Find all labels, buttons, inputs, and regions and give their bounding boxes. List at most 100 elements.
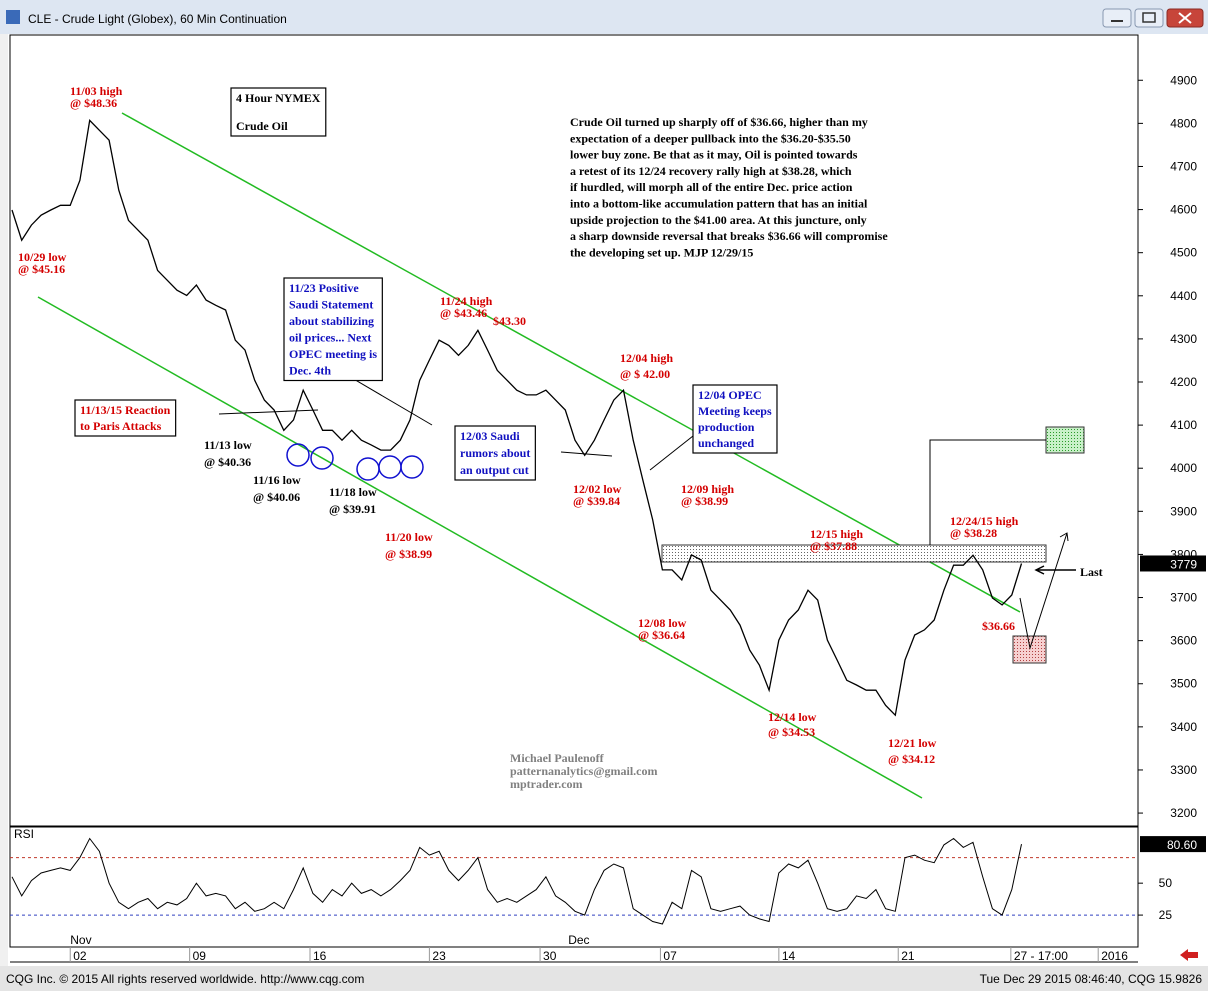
low-circle [400,455,424,479]
annotation: 11/20 low @ $38.99 [385,530,433,561]
rsi-last-box [1140,836,1206,853]
annotation-text: @ $39.91 [329,502,376,516]
annotation-text: @ $45.16 [18,262,65,276]
annotation-text: Crude Oil turned up sharply off of $36.6… [570,115,868,129]
annotation-text: oil prices... Next [289,331,371,345]
annotation: 12/24/15 high@ $38.28 [950,514,1019,540]
annotation-text: 12/15 high [810,527,863,541]
low-circle [310,446,334,470]
annotation-text: Saudi Statement [289,298,373,312]
annotation: 12/21 low @ $34.12 [888,736,937,766]
x-tick-label: 14 [782,949,796,963]
rsi-panel [9,826,1139,948]
y-tick-label: 3900 [1170,504,1197,518]
annotation: $36.66 [982,619,1015,633]
footer-right: Tue Dec 29 2015 08:46:40, CQG 15.9826 [980,972,1203,986]
app-icon [6,10,20,24]
annotation-text: @ $38.99 [385,547,432,561]
annotation: 11/24 high@ $43.46 [440,294,493,320]
maximize-button[interactable] [1134,8,1164,28]
annotation-text: @ $36.64 [638,628,685,642]
annotation-text: into a bottom-like accumulation pattern … [570,197,868,211]
rsi-last-label: 80.60 [1167,838,1197,852]
annotation: 11/18 low @ $39.91 [329,485,377,516]
x-tick-label: 2016 [1101,949,1128,963]
annotation-text: OPEC meeting is [289,347,377,361]
annotation-text: expectation of a deeper pullback into th… [570,131,851,145]
y-tick-label: 4600 [1170,203,1197,217]
annotation-text: 12/03 Saudi [460,429,520,443]
annotation-text: if hurdled, will morph all of the entire… [570,180,853,194]
last-arrow [1034,565,1076,575]
y-tick-label: 4700 [1170,159,1197,173]
x-tick-label: 09 [193,949,207,963]
y-tick-label: 3600 [1170,634,1197,648]
footer-left: CQG Inc. © 2015 All rights reserved worl… [6,972,364,986]
annotation-text: @ $37.88 [810,539,857,553]
annotation-text: @ $34.53 [768,725,815,739]
annotation-text: upside projection to the $41.00 area. At… [570,213,867,227]
y-tick-label: 4100 [1170,418,1197,432]
minimize-button[interactable] [1102,8,1132,28]
annotation: 10/29 low@ $45.16 [18,250,67,276]
last-price-box [1140,555,1206,572]
price-panel [9,34,1139,827]
y-tick-label: 4500 [1170,246,1197,260]
projection-arrow [1019,532,1069,650]
annotation: 12/04 high @ $ 42.00 [620,351,673,381]
annotation: $43.30 [493,314,526,328]
y-tick-label: 4900 [1170,73,1197,87]
scroll-arrow[interactable] [1180,949,1198,961]
price-line [11,837,1022,925]
projection-line [929,439,1046,545]
annotation: 12/09 high@ $38.99 [681,482,734,508]
month-label: Nov [70,933,91,947]
x-tick-label: 23 [432,949,446,963]
y-tick-label: 3700 [1170,591,1197,605]
annotation-box [230,87,327,137]
annotation-text: 12/08 low [638,616,687,630]
annotation-text: mptrader.com [510,777,583,791]
annotation-text: 12/02 low [573,482,622,496]
annotation-text: @ $43.46 [440,306,487,320]
annotation-text: 11/23 Positive [289,281,359,295]
annotation-text: 11/13 low [204,438,252,452]
annotation-text: 11/13/15 Reaction [80,403,171,417]
close-icon [1178,12,1192,24]
connector [218,409,319,415]
connector [351,377,433,426]
annotation-text: 4 Hour NYMEX [236,91,321,105]
x-tick-label: 16 [313,949,327,963]
annotation-text: Michael Paulenoff [510,751,605,765]
target-zone [1045,426,1085,454]
annotation-text: Meeting keeps [698,404,772,418]
annotation-text: 12/04 high [620,351,673,365]
annotation-box [283,277,383,382]
annotation-text: lower buy zone. Be that as it may, Oil i… [570,148,858,162]
annotation-text: to Paris Attacks [80,419,162,433]
annotation-text: patternanalytics@gmail.com [510,764,657,778]
x-tick-label: 27 - 17:00 [1014,949,1068,963]
y-tick-label: 4000 [1170,461,1197,475]
annotation-text: unchanged [698,436,754,450]
annotation-box [74,399,177,437]
annotation: 11/23 Positive Saudi Statement about stabi… [283,277,383,382]
annotation-text: about stabilizing [289,314,374,328]
last-price-label: 3779 [1170,557,1197,571]
annotation-text: 12/14 low [768,710,817,724]
annotation-text: 11/16 low [253,473,301,487]
annotation: 12/08 low@ $36.64 [638,616,687,642]
annotation-box [454,425,536,481]
x-tick-label: 21 [901,949,915,963]
annotation: Last [1080,565,1103,579]
x-tick-label: 30 [543,949,557,963]
month-label: Dec [568,933,589,947]
rsi-label: RSI [14,827,34,841]
connector [560,451,613,457]
annotation-text: 11/18 low [329,485,377,499]
annotation: 12/14 low@ $34.53 [768,710,817,739]
y-tick-label: 3500 [1170,677,1197,691]
annotation: Crude Oil turned up sharply off of $36.6… [570,115,888,259]
low-circle [286,443,310,467]
